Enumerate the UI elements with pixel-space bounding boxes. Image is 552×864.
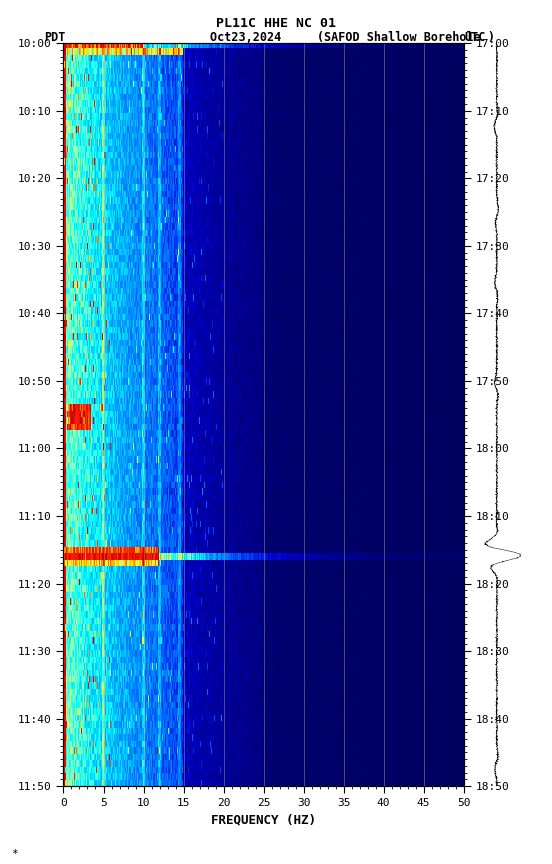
Text: *: * bbox=[11, 849, 18, 859]
Text: PDT: PDT bbox=[44, 31, 66, 44]
Text: PL11C HHE NC 01: PL11C HHE NC 01 bbox=[216, 17, 336, 30]
Text: Oct23,2024     (SAFOD Shallow Borehole ): Oct23,2024 (SAFOD Shallow Borehole ) bbox=[210, 31, 495, 44]
X-axis label: FREQUENCY (HZ): FREQUENCY (HZ) bbox=[211, 814, 316, 827]
Text: UTC: UTC bbox=[464, 31, 486, 44]
